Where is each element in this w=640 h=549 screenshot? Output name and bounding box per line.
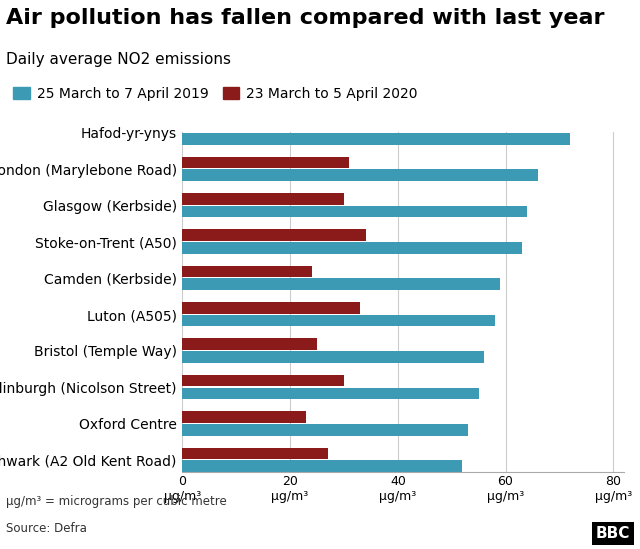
Bar <box>182 375 344 386</box>
Bar <box>182 424 468 435</box>
Bar <box>182 156 349 169</box>
Bar <box>182 302 360 314</box>
Bar <box>182 351 484 363</box>
Bar <box>182 242 522 254</box>
Bar <box>182 315 495 327</box>
Legend: 25 March to 7 April 2019, 23 March to 5 April 2020: 25 March to 7 April 2019, 23 March to 5 … <box>13 87 418 100</box>
Text: BBC: BBC <box>596 526 630 541</box>
Text: Daily average NO2 emissions: Daily average NO2 emissions <box>6 52 232 67</box>
Bar <box>182 411 307 423</box>
Text: μg/m³ = micrograms per cubic metre: μg/m³ = micrograms per cubic metre <box>6 495 227 508</box>
Bar <box>182 278 500 290</box>
Text: Air pollution has fallen compared with last year: Air pollution has fallen compared with l… <box>6 8 605 28</box>
Bar <box>182 229 365 241</box>
Bar <box>182 460 463 472</box>
Bar <box>182 206 527 217</box>
Bar <box>182 266 312 277</box>
Bar <box>182 447 328 459</box>
Bar <box>182 339 317 350</box>
Bar <box>182 170 538 181</box>
Text: Source: Defra: Source: Defra <box>6 522 87 535</box>
Bar <box>182 120 387 132</box>
Bar <box>182 133 570 145</box>
Bar <box>182 193 344 205</box>
Bar <box>182 388 479 399</box>
